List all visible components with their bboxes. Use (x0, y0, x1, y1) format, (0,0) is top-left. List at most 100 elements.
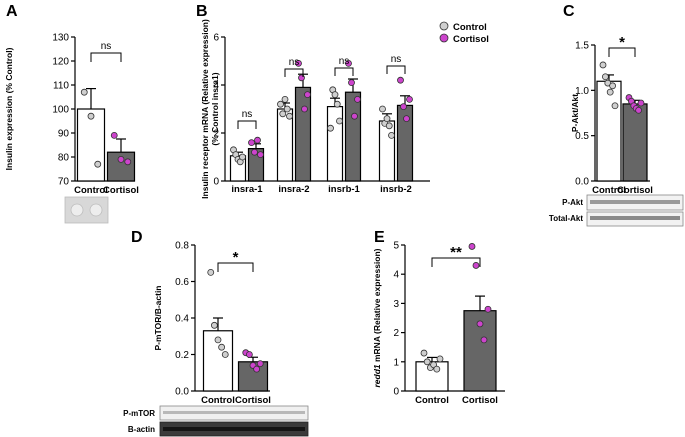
panel-letter-a: A (6, 3, 18, 20)
panel-e-data-point (468, 243, 476, 250)
panel-b-data-point (379, 105, 386, 113)
panel-b-data-point (248, 139, 255, 147)
panel-d-data-point (210, 321, 218, 329)
panel-b-data-point (277, 100, 284, 108)
panel-b-data-point (239, 153, 246, 161)
panel-b-data-point (383, 115, 391, 122)
panel-e-data-point (433, 365, 441, 373)
panel-b-data-point (295, 60, 302, 67)
panel-b-sig-label: ns (242, 109, 253, 120)
panel-b-x-tick-label: insrb-1 (328, 184, 360, 195)
panel-b-sig-label: ns (339, 56, 350, 67)
panel-c-data-point (599, 61, 607, 69)
panel-b-data-point (385, 122, 393, 130)
panel-e-data-point (484, 305, 492, 313)
panel-b-data-point (281, 96, 289, 103)
panel-b-data-point (254, 136, 261, 144)
panel-d-y-tick-label: 0.6 (175, 277, 189, 288)
panel-b-data-point (388, 131, 395, 139)
panel-e-data-point (472, 262, 480, 269)
panel-d-sig-label: * (233, 249, 239, 266)
panel-b-data-point (327, 124, 334, 132)
panel-c-blot-label: P-Akt (562, 198, 583, 207)
panel-e-y-tick-label: 2 (393, 328, 399, 339)
panel-b-y-tick-label: 0 (213, 177, 219, 188)
panel-e-data-point (436, 355, 444, 363)
panel-e-x-tick-label: Cortisol (462, 395, 498, 406)
panel-b-data-point (301, 105, 308, 113)
panel-a-data-point (87, 112, 95, 120)
panel-e-sig-label: ** (450, 244, 462, 261)
panel-a-data-point (94, 160, 102, 168)
panel-c-blot-band (590, 216, 680, 220)
panel-c-bar-cortisol (622, 103, 648, 182)
panel-b-data-point (348, 79, 355, 86)
panel-d-data-point (253, 365, 261, 373)
panel-d-data-point (207, 268, 215, 276)
panel-b-y-tick-label: 6 (213, 33, 219, 44)
panel-e-y-tick-label: 4 (393, 270, 399, 281)
panel-c-data-point (602, 73, 609, 81)
panel-c-y-tick-label: 1.0 (575, 86, 589, 97)
panel-a-y-tick-label: 90 (58, 129, 70, 140)
panel-b-sig-label: ns (391, 54, 402, 65)
panel-d-data-point (256, 360, 264, 368)
panel-d-blot-band (163, 427, 305, 431)
panel-a-y-axis-label: Insulin expression (% Control) (4, 47, 14, 170)
panel-b-data-point (279, 110, 287, 118)
panel-d-blot-label: P-mTOR (123, 409, 155, 418)
panel-b-sig-bracket (386, 65, 406, 74)
panel-letter-d: D (131, 229, 143, 246)
panel-c-bar-control (596, 80, 622, 182)
panel-d-data-point (221, 351, 229, 358)
panel-b-data-point (333, 100, 341, 108)
panel-c-data-point (635, 106, 642, 114)
panel-c-sig-bracket (608, 47, 636, 57)
panel-e-y-axis-label: redd1 mRNA (Relative expression) (372, 248, 382, 387)
panel-d-data-point (214, 336, 222, 344)
panel-c-blot-band (590, 200, 680, 204)
panel-b-data-point (400, 103, 407, 110)
panel-a-x-tick-label: Control (74, 185, 108, 196)
panel-letter-b: B (196, 3, 208, 20)
panel-letter-e: E (374, 229, 385, 246)
panel-b-data-point (406, 96, 413, 103)
panel-e-y-tick-label: 5 (393, 241, 399, 252)
panel-b-bar-cortisol (344, 91, 362, 182)
panel-d-y-tick-label: 0.8 (175, 241, 189, 252)
panel-d-data-point (218, 343, 226, 351)
panel-b-data-point (298, 74, 305, 82)
panel-b-data-point (351, 112, 358, 120)
panel-d-x-tick-label: Control (201, 395, 235, 406)
panel-c-data-point (606, 88, 614, 96)
panel-b-data-point (286, 112, 293, 120)
panel-e-data-point (476, 320, 484, 328)
panel-a-y-tick-label: 130 (52, 33, 69, 44)
panel-b-bar-cortisol (294, 86, 312, 182)
panel-b-bar-control (378, 120, 396, 182)
panel-b-legend-label: Cortisol (453, 34, 489, 45)
panel-d-y-tick-label: 0.4 (175, 314, 189, 325)
panel-b-legend-marker (439, 21, 449, 31)
panel-b-y-axis-label-line2: (% Control insra1) (210, 72, 220, 145)
panel-a-x-tick-label: Cortisol (103, 185, 139, 196)
panel-d-data-point (245, 351, 253, 358)
panel-c-x-tick-label: Cortisol (617, 185, 653, 196)
panel-e-y-tick-label: 1 (393, 357, 399, 368)
panel-b-bar-control (276, 108, 294, 182)
panel-b-data-point (331, 91, 339, 98)
panel-a-y-tick-label: 100 (52, 105, 69, 116)
panel-c-y-tick-label: 0.0 (575, 177, 589, 188)
panel-e-y-axis-gene: redd1 (372, 364, 382, 387)
panel-letter-c: C (563, 3, 575, 20)
panel-b-data-point (304, 91, 311, 98)
panel-e-y-axis-label-rest: mRNA (Relative expression) (372, 248, 382, 364)
panel-b-y-tick-label: 4 (213, 81, 219, 92)
panel-b-data-point (283, 105, 291, 113)
panel-b-y-axis-label: Insulin receptor mRNA (Relative expressi… (200, 19, 210, 199)
panel-a-sig-bracket (90, 52, 122, 62)
panel-b-x-tick-label: insra-2 (278, 184, 309, 195)
panel-d-x-tick-label: Cortisol (235, 395, 271, 406)
panel-c-blot-label: Total-Akt (549, 214, 583, 223)
panel-c-sig-label: * (619, 34, 625, 51)
